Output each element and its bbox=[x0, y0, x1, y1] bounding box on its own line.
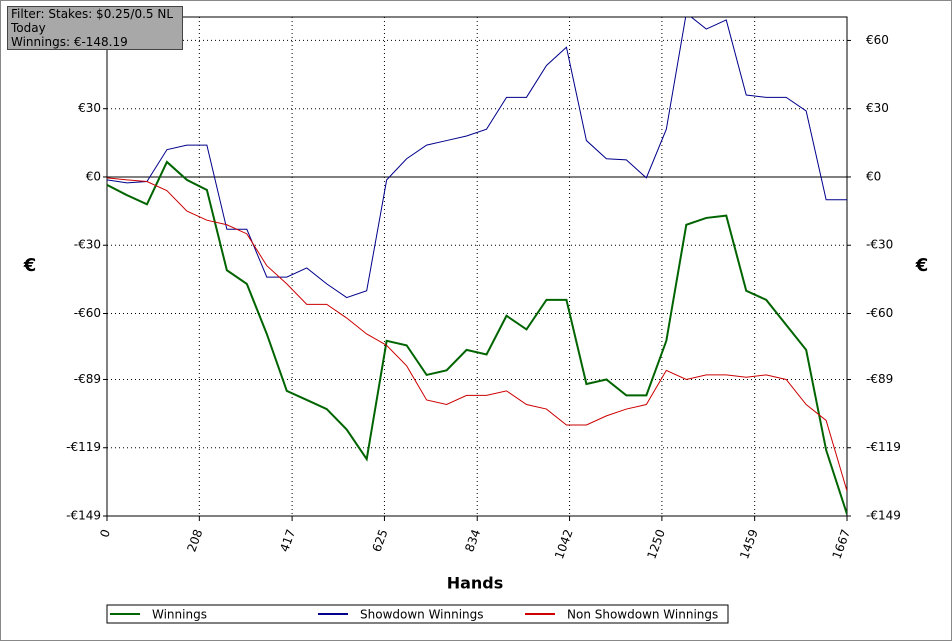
y2-tick-label: -€149 bbox=[866, 509, 901, 523]
y-tick-label: -€89 bbox=[74, 372, 101, 386]
y2-axis-label: € bbox=[915, 255, 929, 276]
plot-lines bbox=[107, 17, 847, 515]
y-tick-label: €30 bbox=[78, 101, 101, 115]
legend-label: Non Showdown Winnings bbox=[567, 608, 718, 622]
y-tick-label: -€149 bbox=[66, 509, 101, 523]
filter-line: Today bbox=[11, 21, 46, 35]
y-axis-label: € bbox=[23, 255, 37, 276]
y2-tick-label: -€30 bbox=[866, 238, 893, 252]
y-tick-label: -€60 bbox=[74, 306, 101, 320]
y2-tick-label: -€119 bbox=[866, 440, 901, 454]
legend-label: Winnings bbox=[152, 608, 207, 622]
y-tick-label: -€30 bbox=[74, 238, 101, 252]
y2-tick-label: €30 bbox=[866, 101, 889, 115]
series-line bbox=[107, 177, 847, 492]
x-axis-label: Hands bbox=[447, 574, 504, 593]
x-tick-label: 0 bbox=[97, 527, 113, 539]
legend-label: Showdown Winnings bbox=[360, 608, 484, 622]
y-tick-label: €0 bbox=[86, 169, 101, 183]
filter-line: Winnings: €-148.19 bbox=[11, 35, 128, 49]
y2-tick-label: €0 bbox=[866, 169, 881, 183]
y-tick-label: -€119 bbox=[66, 440, 101, 454]
filter-line: Filter: Stakes: $0.25/0.5 NL bbox=[11, 7, 174, 21]
series-line bbox=[107, 17, 847, 299]
filter-box: Filter: Stakes: $0.25/0.5 NL Today Winni… bbox=[7, 6, 183, 50]
y2-tick-label: -€60 bbox=[866, 306, 893, 320]
y2-tick-label: €60 bbox=[866, 33, 889, 47]
plot-border bbox=[106, 16, 848, 517]
y2-tick-label: -€89 bbox=[866, 372, 893, 386]
legend bbox=[106, 604, 729, 624]
series-line bbox=[107, 160, 847, 515]
